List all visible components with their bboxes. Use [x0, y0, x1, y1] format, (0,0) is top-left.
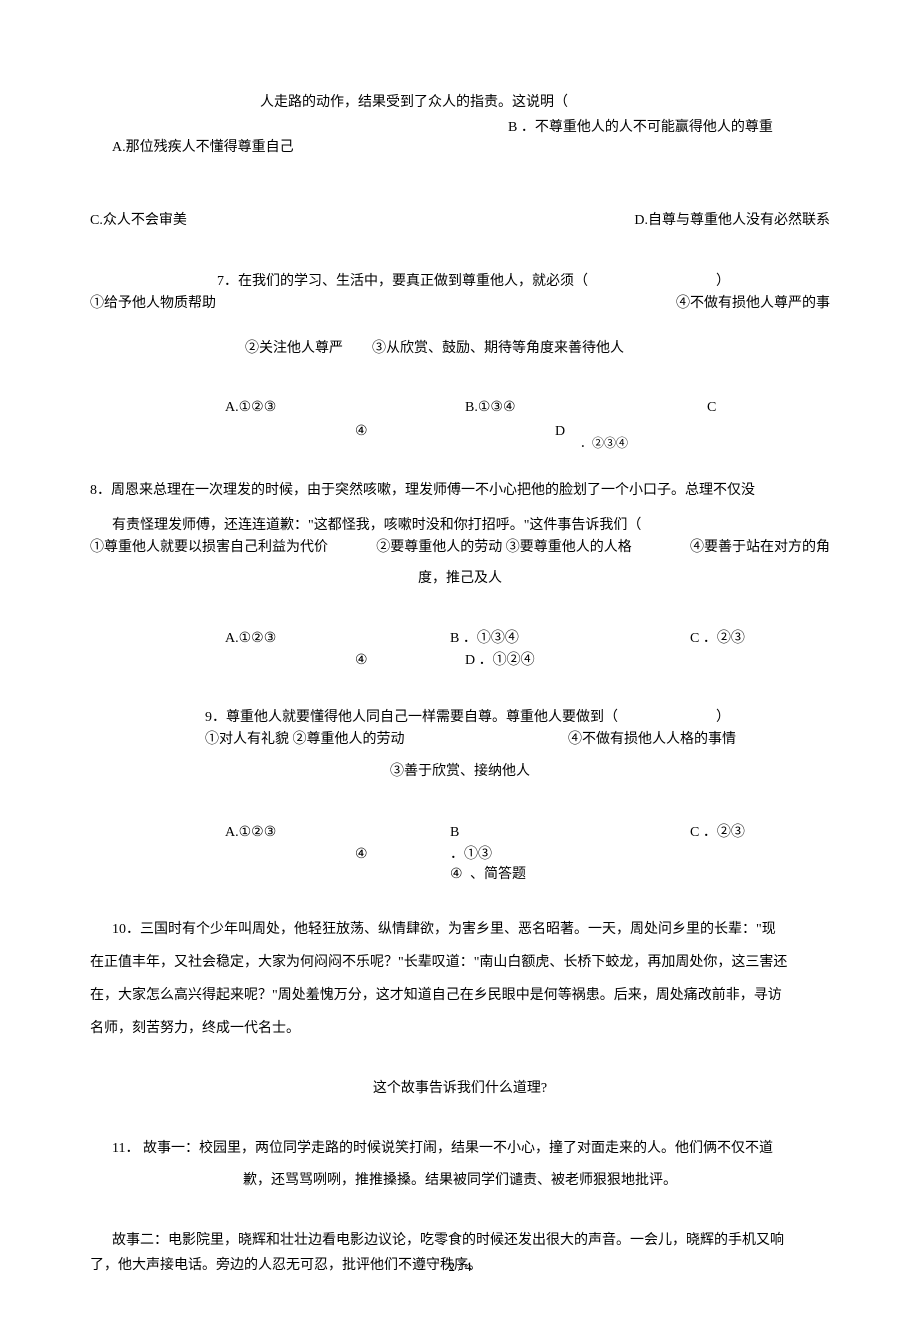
q7-ans-row2: ④ D ．②③④ [90, 419, 830, 443]
q7-item1: ①给予他人物质帮助 [90, 291, 216, 316]
q6-stem: 人走路的动作，结果受到了众人的指责。这说明（ [90, 90, 830, 115]
q8-item1: ①尊重他人就要以损害自己利益为代价 [90, 535, 328, 560]
q7-items-row1: ①给予他人物质帮助 ④不做有损他人尊严的事 [90, 291, 830, 316]
q7-opt-d: D [555, 419, 565, 444]
q8-row2: 有责怪理发师傅，还连连道歉："这都怪我，咳嗽时没和你打招呼。"这件事告诉我们（ [90, 513, 830, 535]
q8-item4: ④要善于站在对方的角 [690, 535, 830, 560]
q7-item4: ④不做有损他人尊严的事 [676, 291, 830, 316]
q11-p1: 11． 故事一：校园里，两位同学走路的时候说笑打闹，结果一不小心，撞了对面走来的… [90, 1136, 830, 1161]
q7-paren: ） [716, 269, 730, 294]
q7-ans-row1: A.①②③ B.①③④ C [90, 395, 830, 419]
q11-p2: 歉，还骂骂咧咧，推推搡搡。结果被同学们谴责、被老师狠狠地批评。 [90, 1168, 830, 1193]
q7-opt-c: C [707, 395, 716, 420]
q7-opt-b: B.①③④ [465, 395, 516, 420]
q6-opt-c: C.众人不会审美 [90, 208, 187, 233]
q9-item4: ④不做有损他人人格的事情 [568, 727, 736, 752]
q6-b-row: B ．不尊重他人的人不可能赢得他人的尊重 [90, 115, 830, 135]
q8-ans-row1: A.①②③ B ．①③④ C ．②③ [90, 626, 830, 648]
q8-stem2: 有责怪理发师傅，还连连道歉："这都怪我，咳嗽时没和你打招呼。"这件事告诉我们（ [112, 513, 641, 538]
q8-ext4: ④ [355, 648, 368, 673]
q8-ans-row2: ④ D ．①②④ [90, 648, 830, 670]
q9-ans-row3: ④ 、简答题 [90, 862, 830, 882]
q7-stem-row: 7．在我们的学习、生活中，要真正做到尊重他人，就必须（ ） [90, 269, 830, 291]
q11-p3: 故事二：电影院里，晓辉和壮壮边看电影边议论，吃零食的时候还发出很大的声音。一会儿… [90, 1228, 830, 1253]
q9-ans-row1: A.①②③ B C ．②③ [90, 820, 830, 842]
q7-item3: ③从欣赏、鼓励、期待等角度来善待他人 [372, 336, 624, 361]
q9-item12: ①对人有礼貌 ②尊重他人的劳动 [205, 727, 405, 752]
q7-item2: ②关注他人尊严 [245, 336, 343, 361]
q6-cd-row: C.众人不会审美 D.自尊与尊重他人没有必然联系 [90, 208, 830, 233]
q7-stem: 7．在我们的学习、生活中，要真正做到尊重他人，就必须（ [217, 269, 588, 294]
q6-opt-b: B ．不尊重他人的人不可能赢得他人的尊重 [508, 115, 773, 140]
q9-items-row1: ①对人有礼貌 ②尊重他人的劳动 ④不做有损他人人格的事情 [90, 727, 830, 749]
q9-item3: ③善于欣赏、接纳他人 [90, 759, 830, 784]
q10-ask: 这个故事告诉我们什么道理? [90, 1076, 830, 1101]
page-number: 2 / 4 [0, 1255, 920, 1278]
q7-ext4: ④ [355, 419, 368, 444]
q7-d-sub: ．②③④ [580, 433, 628, 455]
q8-opt-d: D ．①②④ [465, 648, 535, 673]
q6-opt-d: D.自尊与尊重他人没有必然联系 [634, 208, 830, 233]
q9-ans-row2: ④ ．①③ [90, 842, 830, 862]
q9-stem-row: 9．尊重他人就要懂得他人同自己一样需要自尊。尊重他人要做到（ ） [90, 705, 830, 727]
q10-p1: 10．三国时有个少年叫周处，他轻狂放荡、纵情肆欲，为害乡里、恶名昭著。一天，周处… [90, 917, 830, 942]
q10-p3: 在，大家怎么高兴得起来呢？"周处羞愧万分，这才知道自己在乡民眼中是何等祸患。后来… [90, 983, 830, 1008]
q8-stem1: 8．周恩来总理在一次理发的时候，由于突然咳嗽，理发师傅一不小心把他的脸划了一个小… [90, 478, 830, 503]
q10-p4: 名师，刻苦努力，终成一代名士。 [90, 1016, 830, 1041]
section-title: 、简答题 [470, 862, 526, 887]
q10-p2: 在正值丰年，又社会稳定，大家为何闷闷不乐呢？"长辈叹道："南山白额虎、长桥下蛟龙… [90, 950, 830, 975]
q7-items-row2: ②关注他人尊严 ③从欣赏、鼓励、期待等角度来善待他人 [90, 336, 830, 360]
q9-opt-b3: ④ [450, 862, 463, 887]
q8-item23: ②要尊重他人的劳动 ③要尊重他人的人格 [376, 535, 632, 560]
q8-item4b: 度，推己及人 [90, 566, 830, 591]
q8-items-row: ①尊重他人就要以损害自己利益为代价 ②要尊重他人的劳动 ③要尊重他人的人格 ④要… [90, 535, 830, 560]
q7-opt-a: A.①②③ [225, 395, 276, 420]
